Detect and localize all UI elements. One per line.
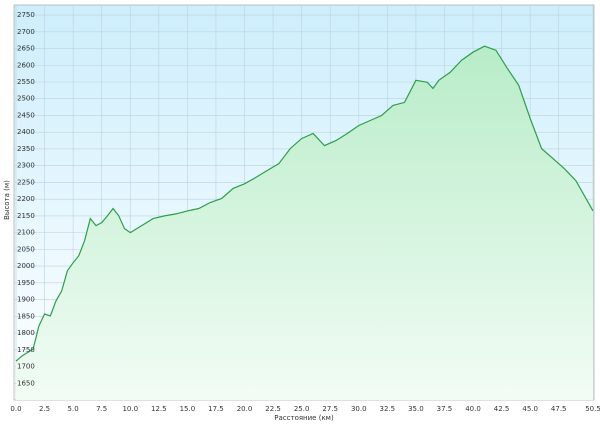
x-tick-label: 42.5 [494, 405, 510, 413]
x-tick-label: 37.5 [437, 405, 453, 413]
y-tick-label: 1850 [17, 312, 35, 320]
y-tick-label: 2000 [17, 262, 35, 270]
y-tick-label: 1950 [17, 279, 35, 287]
x-tick-label: 45.0 [522, 405, 538, 413]
x-tick-label: 20.0 [237, 405, 253, 413]
x-tick-label: 32.5 [380, 405, 396, 413]
x-tick-label: 50.5 [585, 405, 600, 413]
y-tick-label: 2100 [17, 229, 35, 237]
area-fill [16, 46, 593, 400]
y-tick-label: 1750 [17, 346, 35, 354]
elevation-line [15, 45, 594, 362]
x-tick-label: 35.0 [408, 405, 424, 413]
x-tick-label: 5.0 [68, 405, 79, 413]
y-tick-label: 2400 [17, 128, 35, 136]
x-tick-label: 30.0 [351, 405, 367, 413]
y-tick-label: 2250 [17, 178, 35, 186]
y-tick-label: 2150 [17, 212, 35, 220]
x-tick-label: 22.5 [265, 405, 281, 413]
x-tick-label: 7.5 [96, 405, 107, 413]
x-tick-label: 15.0 [180, 405, 196, 413]
x-tick-label: 40.0 [465, 405, 481, 413]
y-tick-label: 2450 [17, 111, 35, 119]
x-axis-title: Расстояние (км) [274, 414, 334, 422]
x-tick-label: 0.0 [10, 405, 21, 413]
y-tick-label: 2300 [17, 162, 35, 170]
x-tick-label: 25.0 [294, 405, 310, 413]
x-tick-label: 10.0 [122, 405, 138, 413]
x-tick-label: 47.5 [551, 405, 567, 413]
y-tick-label: 2600 [17, 61, 35, 69]
y-tick-label: 2650 [17, 45, 35, 53]
y-tick-label: 2750 [17, 11, 35, 19]
y-tick-label: 2350 [17, 145, 35, 153]
y-tick-label: 2200 [17, 195, 35, 203]
y-tick-label: 2050 [17, 245, 35, 253]
x-tick-label: 12.5 [151, 405, 167, 413]
y-tick-label: 2500 [17, 95, 35, 103]
x-tick-label: 27.5 [322, 405, 338, 413]
y-tick-label: 1900 [17, 296, 35, 304]
y-axis-title: Высота (м) [3, 180, 11, 220]
y-tick-label: 1700 [17, 363, 35, 371]
x-tick-label: 17.5 [208, 405, 224, 413]
y-tick-label: 2550 [17, 78, 35, 86]
y-tick-label: 1650 [17, 379, 35, 387]
x-tick-label: 2.5 [39, 405, 50, 413]
y-tick-label: 1800 [17, 329, 35, 337]
y-tick-label: 2700 [17, 28, 35, 36]
